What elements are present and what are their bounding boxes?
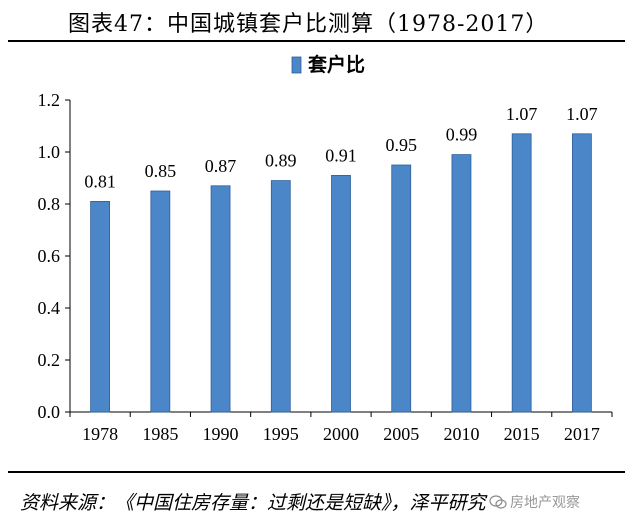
x-tick-label: 2010: [443, 424, 479, 444]
x-tick-label: 1985: [142, 424, 178, 444]
bar: [391, 164, 412, 413]
legend-label: 套户比: [307, 53, 365, 76]
bar: [571, 133, 592, 413]
data-label: 0.91: [325, 145, 357, 165]
x-tick-label: 1978: [82, 424, 118, 444]
bar: [451, 154, 472, 413]
bar: [150, 190, 171, 413]
chart-title: 图表47：中国城镇套户比测算（1978-2017）: [68, 12, 549, 37]
data-label: 1.07: [566, 104, 598, 124]
data-label: 1.07: [506, 104, 538, 124]
bar: [511, 133, 532, 413]
data-label: 0.85: [145, 161, 177, 181]
data-label: 0.89: [265, 151, 297, 171]
x-tick-label: 1990: [203, 424, 239, 444]
y-tick-label: 1.2: [38, 90, 61, 110]
watermark: 房地产观察: [510, 495, 580, 511]
data-label: 0.87: [205, 156, 237, 176]
y-tick-label: 0.0: [38, 402, 61, 422]
legend-swatch: [291, 56, 302, 74]
data-label: 0.99: [446, 125, 478, 145]
x-tick-label: 2005: [383, 424, 419, 444]
bar: [210, 185, 231, 413]
x-tick-label: 1995: [263, 424, 299, 444]
y-tick-label: 0.6: [38, 246, 61, 266]
bar: [331, 174, 351, 413]
y-tick-label: 1.0: [38, 142, 61, 162]
wechat-icon: [489, 495, 507, 509]
bottom-rule: [8, 471, 625, 473]
x-tick-label: 2017: [564, 424, 600, 444]
source-note: 资料来源：《中国住房存量：过剩还是短缺》，泽平研究: [20, 492, 486, 514]
y-tick-label: 0.8: [38, 194, 61, 214]
bar: [90, 200, 111, 413]
x-tick-label: 2015: [504, 424, 540, 444]
y-tick-label: 0.4: [38, 298, 61, 318]
top-rule: [8, 40, 625, 42]
x-tick-label: 2000: [323, 424, 359, 444]
bar: [270, 180, 291, 413]
data-label: 0.95: [385, 135, 417, 155]
data-label: 0.81: [84, 171, 116, 191]
y-tick-label: 0.2: [38, 350, 61, 370]
bar-chart: 套户比 0.0 0.2 0.4 0.6 0.8 1.0 1.2 0.81 1978 0.85 1985…: [38, 53, 613, 444]
